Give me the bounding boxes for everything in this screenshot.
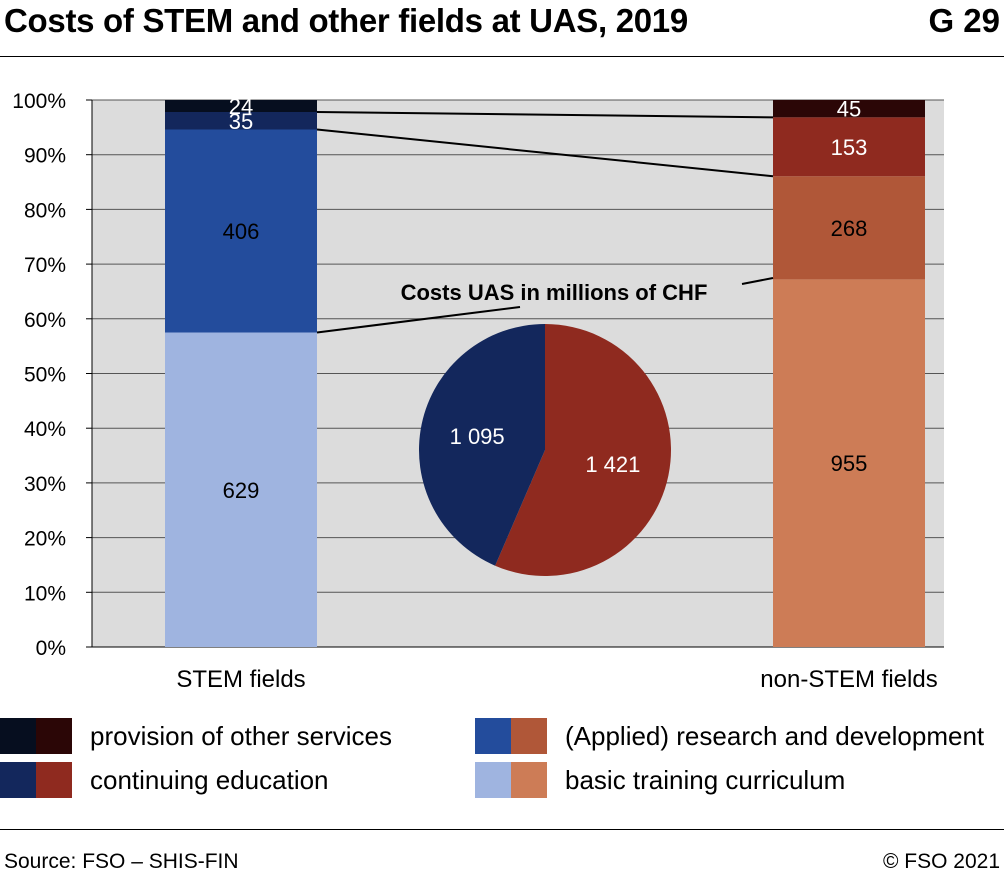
- bar-segment: [165, 332, 317, 647]
- legend-label: continuing education: [90, 764, 329, 795]
- y-tick-label: 40%: [24, 418, 66, 441]
- pie-title: Costs UAS in millions of CHF: [401, 280, 708, 305]
- bar-segment: [165, 100, 317, 112]
- legend-item: continuing education: [0, 762, 329, 798]
- bar-segment: [773, 117, 925, 177]
- bar-segment: [165, 129, 317, 333]
- graph-number: G 29: [928, 2, 1000, 39]
- y-tick-label: 60%: [24, 309, 66, 332]
- pie-slice: [495, 324, 671, 576]
- legend-item: basic training curriculum: [475, 762, 845, 798]
- y-tick-label: 80%: [24, 199, 66, 222]
- y-tick-label: 70%: [24, 254, 66, 277]
- legend-swatch: [475, 762, 511, 798]
- pie-slice: [418, 324, 545, 566]
- bar-value-label: 955: [831, 451, 868, 476]
- bar-segment: [773, 279, 925, 647]
- pie-value-label: 1 421: [585, 452, 640, 477]
- source-note: Source: FSO – SHIS-FIN: [4, 850, 239, 873]
- y-tick-label: 50%: [24, 364, 66, 387]
- category-label: non-STEM fields: [760, 666, 937, 693]
- legend-swatch: [0, 718, 36, 754]
- y-tick-label: 10%: [24, 582, 66, 605]
- chart-title: Costs of STEM and other fields at UAS, 2…: [4, 2, 688, 39]
- bar-segment: [773, 100, 925, 118]
- y-tick-label: 20%: [24, 528, 66, 551]
- y-tick-label: 100%: [12, 90, 66, 113]
- bar-value-label: 268: [831, 216, 868, 241]
- legend-item: (Applied) research and development: [475, 718, 984, 754]
- leader-line: [741, 277, 774, 285]
- bar-value-label: 629: [223, 478, 260, 503]
- legend-swatch: [36, 718, 72, 754]
- bar-value-label: 153: [831, 135, 868, 160]
- legend-label: basic training curriculum: [565, 764, 846, 795]
- bar-value-label: 35: [229, 109, 253, 134]
- leader-line: [316, 306, 521, 334]
- bar-value-label: 406: [223, 219, 260, 244]
- bar-segment: [165, 112, 317, 130]
- top-rule: [0, 56, 1004, 57]
- legend-swatch: [511, 762, 547, 798]
- y-tick-label: 0%: [36, 637, 66, 660]
- y-tick-label: 90%: [24, 145, 66, 168]
- y-tick-label: 30%: [24, 473, 66, 496]
- legend-swatch: [36, 762, 72, 798]
- legend-item: provision of other services: [0, 718, 392, 754]
- copyright-note: © FSO 2021: [882, 850, 1000, 873]
- connector-line: [316, 111, 774, 119]
- bar-value-label: 45: [837, 97, 861, 122]
- legend-swatch: [0, 762, 36, 798]
- legend-label: (Applied) research and development: [565, 720, 985, 751]
- bar-value-label: 24: [229, 94, 253, 119]
- bottom-rule: [0, 829, 1004, 830]
- legend-label: provision of other services: [90, 720, 393, 751]
- legend-swatch: [511, 718, 547, 754]
- pie-value-label: 1 095: [450, 424, 505, 449]
- legend-swatch: [475, 718, 511, 754]
- bar-segment: [773, 176, 925, 280]
- connector-line: [316, 128, 774, 178]
- chart-canvas: 0% 10% 20% 30% 40% 50% 60% 70% 80% 90% 100% 629 406 3…: [12, 90, 944, 693]
- category-label: STEM fields: [176, 666, 305, 693]
